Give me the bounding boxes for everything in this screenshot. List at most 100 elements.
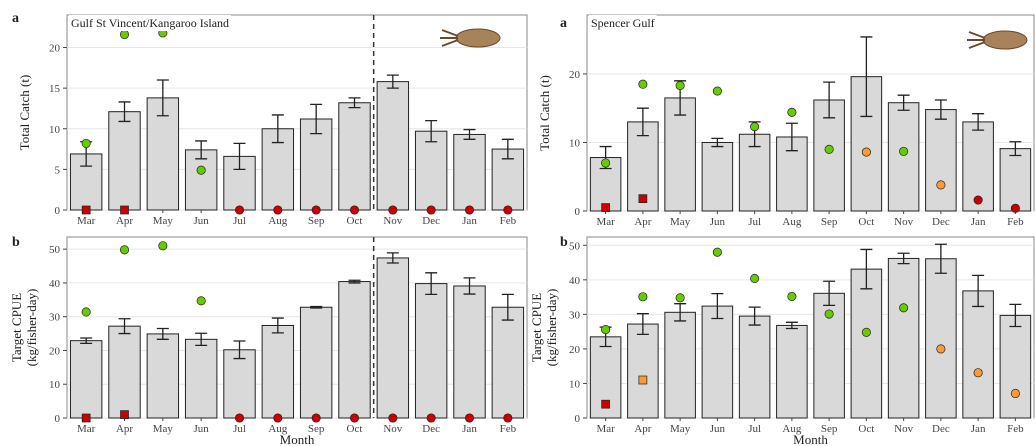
point [81, 205, 91, 215]
bar [850, 268, 883, 419]
point [638, 375, 648, 385]
bar [664, 311, 696, 419]
point [273, 205, 283, 215]
x-tick-label: Sep [821, 216, 838, 228]
error-bar [195, 140, 208, 160]
error-bar [674, 303, 687, 322]
x-tick-label: Jun [194, 215, 210, 227]
x-tick-label: Nov [383, 215, 402, 227]
x-tick-label: May [153, 215, 174, 227]
squid-tentacles [440, 29, 459, 47]
x-tick-label: Oct [858, 216, 874, 228]
point [81, 307, 91, 317]
error-bar [271, 114, 284, 144]
y-tick-label: 40 [49, 278, 61, 290]
x-tick-label: Jan [462, 215, 477, 227]
y-tick-label: 0 [55, 413, 61, 425]
squid-icon [440, 28, 501, 48]
point [196, 296, 206, 306]
x-tick-label: May [670, 216, 691, 228]
squid-body [982, 30, 1028, 50]
x-tick-label: Sep [308, 423, 325, 435]
bar [887, 257, 920, 419]
point [426, 413, 436, 423]
panel-title: Spencer Gulf [591, 16, 655, 30]
y-tick-label: 40 [569, 275, 581, 287]
point [311, 413, 321, 423]
point [388, 205, 398, 215]
error-bar [310, 103, 323, 135]
x-tick-label: Dec [422, 215, 440, 227]
error-bar [785, 122, 798, 152]
point [973, 368, 983, 378]
x-tick-label: Jan [971, 216, 986, 228]
x-tick-label: Aug [782, 423, 801, 435]
y-axis-label: Total Catch (t) [537, 75, 552, 151]
error-bar [860, 36, 873, 118]
error-bar [501, 293, 514, 321]
error-bar [156, 79, 169, 117]
point [273, 413, 283, 423]
point [601, 158, 611, 168]
bar [338, 281, 371, 419]
point [861, 147, 871, 157]
point [675, 81, 685, 91]
bar [491, 306, 525, 419]
y-tick-label: 20 [49, 43, 61, 55]
error-bar [156, 327, 169, 340]
x-tick-label: Dec [422, 423, 440, 435]
error-bar [386, 252, 399, 264]
x-tick-label: May [153, 423, 174, 435]
point [787, 291, 797, 301]
bar [376, 257, 410, 419]
bar [999, 148, 1032, 212]
bar [146, 97, 180, 211]
error-bar [233, 340, 246, 360]
y-axis-label: Total Catch (t) [17, 75, 32, 151]
y-axis-label: Target CPUE(kg/fisher-day) [529, 289, 559, 367]
point [899, 303, 909, 313]
x-tick-label: Aug [782, 216, 801, 228]
x-tick-label: Nov [894, 216, 913, 228]
point [787, 107, 797, 117]
x-tick-label: Oct [347, 215, 363, 227]
bar [664, 97, 696, 212]
panel: 0 10 20 Mar Apr May Jun Jul Aug Sep Oct Nov Dec Jan Fe… [537, 14, 1035, 228]
point [349, 413, 360, 423]
point [936, 344, 946, 354]
point [349, 205, 360, 215]
bar [627, 323, 659, 419]
error-bar [636, 107, 649, 137]
point [601, 325, 611, 335]
bar [453, 133, 486, 211]
x-tick-label: Aug [268, 423, 287, 435]
x-tick-label: Jul [233, 215, 246, 227]
bar [414, 283, 448, 419]
error-bar [310, 305, 323, 309]
error-bar [271, 317, 284, 334]
y-axis-label-line: Total Catch (t) [17, 75, 32, 151]
error-bar [386, 74, 399, 89]
x-tick-label: Jan [971, 423, 986, 435]
x-tick-label: Aug [268, 215, 287, 227]
point [196, 165, 206, 175]
x-tick-label: Apr [634, 423, 651, 435]
bar [299, 306, 333, 419]
y-tick-label: 0 [575, 413, 581, 425]
error-bar [233, 142, 246, 171]
panel-label: a [12, 11, 19, 26]
error-bar [195, 332, 208, 347]
error-bar [501, 138, 514, 160]
x-tick-label: May [670, 423, 691, 435]
bar [338, 102, 371, 211]
point [824, 309, 834, 319]
bar [738, 315, 771, 419]
y-axis-label: Target CPUE(kg/fisher-day) [9, 289, 39, 367]
x-tick-label: Oct [858, 423, 874, 435]
y-tick-label: 10 [49, 124, 61, 136]
title-bg [589, 15, 657, 31]
y-tick-label: 30 [49, 312, 61, 324]
bar [414, 130, 448, 211]
bar [962, 290, 994, 419]
